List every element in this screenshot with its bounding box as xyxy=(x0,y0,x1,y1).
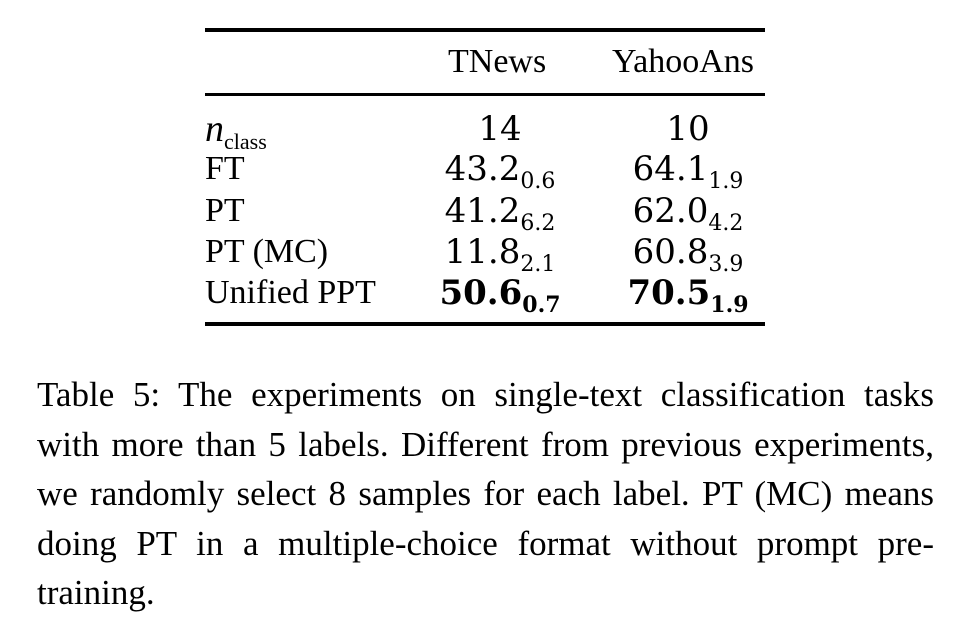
table-cell: 11.82.1 xyxy=(444,232,556,277)
row-label: PT xyxy=(205,192,245,229)
row-label: FT xyxy=(205,150,245,187)
table-cell: 10 xyxy=(666,109,710,149)
table-cell: 64.11.9 xyxy=(632,149,744,194)
table-bottom-rule xyxy=(205,322,765,326)
table-cell-best: 50.60.7 xyxy=(439,273,561,318)
table-top-rule xyxy=(205,28,765,32)
row-label: Unified PPT xyxy=(205,274,376,311)
n-subscript: class xyxy=(224,129,267,154)
table-caption: Table 5: The experiments on single-text … xyxy=(37,375,934,612)
table-cell: 62.04.2 xyxy=(632,191,744,236)
table-cell: 60.83.9 xyxy=(632,232,744,277)
n-symbol: n xyxy=(205,108,224,150)
table-cell: 14 xyxy=(478,109,522,149)
column-header-tnews: TNews xyxy=(448,43,547,80)
column-header-yahooans: YahooAns xyxy=(612,43,755,80)
table-cell: 41.26.2 xyxy=(444,191,556,236)
table-cell-best: 70.51.9 xyxy=(627,273,749,318)
row-label-n-class: nclass xyxy=(205,108,267,153)
row-label: PT (MC) xyxy=(205,233,329,270)
table-header-rule xyxy=(205,93,765,96)
table-cell: 43.20.6 xyxy=(444,149,556,194)
